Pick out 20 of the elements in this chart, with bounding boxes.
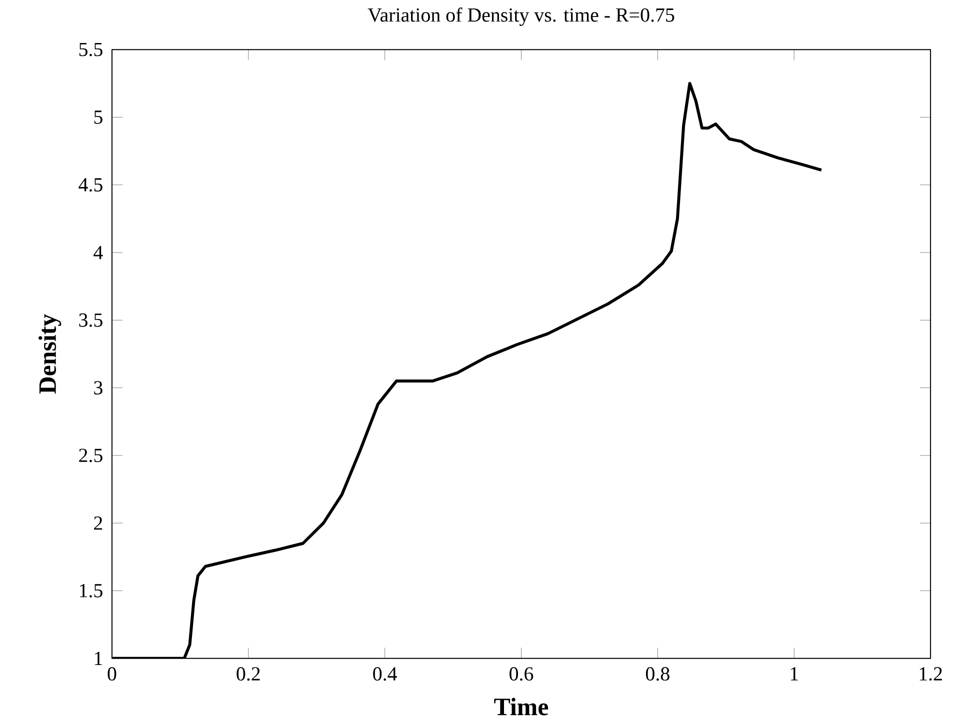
y-tick-label: 1.5	[80, 584, 102, 598]
y-tick-label: 1	[94, 652, 102, 665]
y-axis-title: Density	[38, 314, 62, 394]
y-tick-label: 3	[94, 381, 102, 394]
x-axis-title: Time	[494, 698, 548, 716]
y-tick-label: 2	[94, 516, 102, 530]
x-tick-label: 0.8	[646, 667, 670, 681]
y-tick-label: 5.5	[79, 42, 102, 56]
chart-title: Variation of Density vs. time - R=0.75	[368, 7, 674, 26]
x-tick-label: 0.6	[510, 667, 534, 681]
y-tick-label: 4	[94, 246, 103, 260]
x-tick-label: 0.2	[236, 667, 260, 681]
x-tick-label: 1	[790, 667, 798, 680]
y-tick-label: 4.5	[78, 178, 102, 192]
y-tick-label: 5	[94, 110, 102, 124]
x-tick-label: 0.4	[373, 667, 397, 681]
y-tick-label: 3.5	[79, 313, 102, 327]
x-tick-label: 1.2	[920, 667, 942, 681]
y-tick-label: 2.5	[79, 448, 102, 462]
x-tick-label: 0	[108, 667, 116, 681]
